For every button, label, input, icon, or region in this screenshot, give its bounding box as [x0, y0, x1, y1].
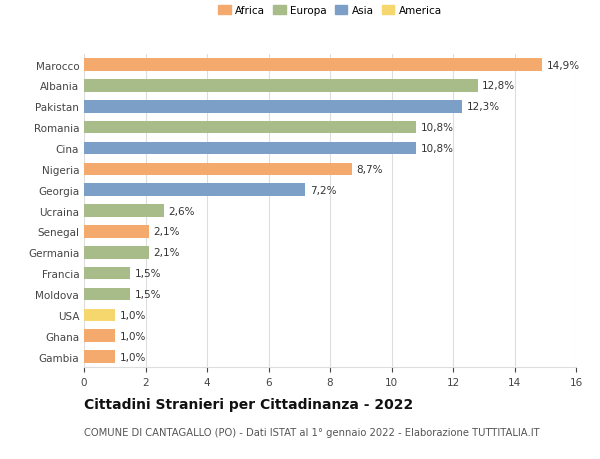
Text: 1,5%: 1,5%	[135, 289, 161, 299]
Bar	[84, 267, 130, 280]
Bar	[84, 59, 542, 72]
Text: 12,8%: 12,8%	[482, 81, 515, 91]
Text: 1,0%: 1,0%	[119, 331, 146, 341]
Text: 8,7%: 8,7%	[356, 164, 383, 174]
Text: 1,0%: 1,0%	[119, 352, 146, 362]
Text: Cittadini Stranieri per Cittadinanza - 2022: Cittadini Stranieri per Cittadinanza - 2…	[84, 397, 413, 411]
Text: 12,3%: 12,3%	[467, 102, 500, 112]
Text: 10,8%: 10,8%	[421, 144, 454, 154]
Bar	[84, 142, 416, 155]
Text: 2,6%: 2,6%	[169, 206, 195, 216]
Text: 10,8%: 10,8%	[421, 123, 454, 133]
Text: 1,5%: 1,5%	[135, 269, 161, 279]
Text: 2,1%: 2,1%	[153, 248, 179, 258]
Bar	[84, 288, 130, 301]
Legend: Africa, Europa, Asia, America: Africa, Europa, Asia, America	[216, 4, 444, 18]
Bar	[84, 309, 115, 321]
Bar	[84, 226, 149, 238]
Bar	[84, 122, 416, 134]
Text: COMUNE DI CANTAGALLO (PO) - Dati ISTAT al 1° gennaio 2022 - Elaborazione TUTTITA: COMUNE DI CANTAGALLO (PO) - Dati ISTAT a…	[84, 427, 539, 437]
Bar	[84, 101, 462, 113]
Bar	[84, 163, 352, 176]
Bar	[84, 246, 149, 259]
Text: 7,2%: 7,2%	[310, 185, 337, 196]
Text: 1,0%: 1,0%	[119, 310, 146, 320]
Bar	[84, 80, 478, 93]
Bar	[84, 205, 164, 218]
Text: 2,1%: 2,1%	[153, 227, 179, 237]
Bar	[84, 330, 115, 342]
Text: 14,9%: 14,9%	[547, 61, 580, 71]
Bar	[84, 351, 115, 363]
Bar	[84, 184, 305, 196]
